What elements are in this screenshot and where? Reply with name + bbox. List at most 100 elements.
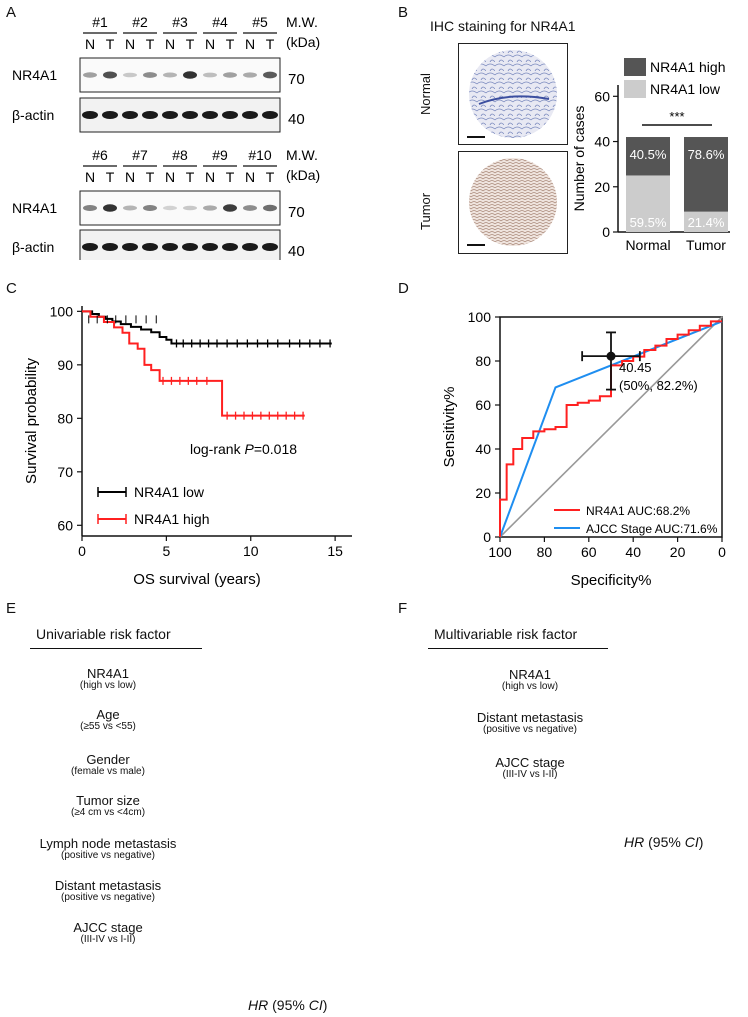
actin-band [222, 111, 238, 119]
actin-band [162, 243, 178, 251]
bar-low-tumor [684, 211, 728, 232]
tumor-lane-label: T [266, 169, 275, 185]
roc-y-tick-label: 60 [475, 397, 491, 413]
bar-y-tick-label: 60 [594, 88, 610, 104]
nr4a1-band [183, 71, 197, 79]
roc-x-axis-label: Specificity% [571, 572, 652, 589]
forest-row-label: Tumor size (≥4 cm vs <4cm) [8, 794, 208, 818]
lane-label-10: #10 [248, 147, 272, 163]
forest-row-label: AJCC stage (III-IV vs I-II) [430, 756, 630, 780]
forest-row-label: NR4A1 (high vs low) [8, 667, 208, 691]
forest-row-label: Distant metastasis (positive vs negative) [8, 879, 208, 903]
nr4a1-row-label: NR4A1 [12, 200, 57, 216]
km-y-tick-label: 80 [57, 410, 73, 426]
bar-y-tick-label: 20 [594, 179, 610, 195]
actin-row-label: β-actin [12, 107, 54, 123]
roc-y-tick-label: 20 [475, 485, 491, 501]
forest-row-sub: (high vs low) [79, 679, 137, 691]
univariable-title-underline [30, 648, 202, 649]
nr4a1-band [163, 72, 177, 78]
univariable-xlabel: HR (95% CI) [248, 997, 328, 1013]
tumor-lane-label: T [266, 36, 275, 52]
nr4a1-band [243, 205, 257, 211]
forest-row-sub: (high vs low) [501, 680, 559, 692]
forest-row-sub: (III-IV vs I-II) [80, 933, 136, 945]
tumor-lane-label: T [186, 36, 195, 52]
roc-x-tick-label: 20 [670, 544, 686, 560]
km-x-tick-label: 5 [162, 543, 170, 559]
bar-high-label: 78.6% [688, 147, 725, 162]
normal-lane-label: N [245, 36, 255, 52]
tumor-lane-label: T [106, 36, 115, 52]
legend-high-swatch [624, 58, 646, 76]
actin-band [82, 243, 98, 251]
legend-low-label: NR4A1 low [650, 81, 721, 97]
actin-band [122, 243, 138, 251]
roc-cutoff-value: 40.45 [619, 360, 652, 375]
forest-row-sub: (positive vs negative) [61, 849, 155, 861]
lane-label-8: #8 [172, 147, 188, 163]
actin-band [242, 111, 258, 119]
roc-x-tick-label: 0 [718, 544, 726, 560]
forest-row-label: Distant metastasis (positive vs negative) [430, 711, 630, 735]
km-logrank-annotation: log-rank P=0.018 [190, 441, 297, 457]
nr4a1-mw: 70 [288, 204, 305, 221]
panel-c-label: C [6, 280, 17, 297]
roc-x-tick-label: 100 [488, 544, 512, 560]
forest-row-label: Gender (female vs male) [8, 753, 208, 777]
roc-cutoff-point [606, 351, 616, 361]
nr4a1-band [123, 72, 137, 78]
roc-legend-ajcc-label: AJCC Stage AUC:71.6% [586, 522, 718, 536]
tumor-lane-label: T [226, 169, 235, 185]
roc-x-tick-label: 40 [625, 544, 641, 560]
bar-low-label: 59.5% [630, 215, 667, 230]
lane-label-2: #2 [132, 14, 148, 30]
western-blot-figure: #1N T#2N T#3N T#4N T#5N TM.W.(kDa)NR4A1 70β-ac… [12, 14, 320, 260]
tumor-lane-label: T [146, 169, 155, 185]
panel-e-label: E [6, 600, 17, 617]
mw-title: M.W. [286, 147, 318, 163]
km-y-tick-label: 60 [57, 517, 73, 533]
significance-marker: *** [669, 109, 684, 124]
bar-low-normal [626, 175, 670, 232]
forest-row-name: Gender [86, 752, 130, 767]
forest-row-name: NR4A1 [509, 667, 551, 682]
tumor-lane-label: T [186, 169, 195, 185]
nr4a1-band [143, 72, 157, 78]
actin-band [102, 243, 118, 251]
forest-row-sub: (female vs male) [71, 765, 145, 777]
nr4a1-band [223, 72, 237, 78]
km-y-tick-label: 70 [57, 464, 73, 480]
km-legend-low-label: NR4A1 low [134, 484, 205, 500]
forest-row-name: Age [96, 707, 120, 722]
lane-label-6: #6 [92, 147, 108, 163]
normal-lane-label: N [85, 36, 95, 52]
roc-x-tick-label: 80 [537, 544, 553, 560]
forest-row-label: NR4A1 (high vs low) [430, 668, 630, 692]
forest-row-label: Lymph node metastasis (positive vs negati… [8, 837, 208, 861]
forest-row-sub: (positive vs negative) [483, 723, 577, 735]
mw-title: M.W. [286, 14, 318, 30]
ihc-stacked-bar-chart: 0 20 40 60 Number of cases 40.5% 59.5% Normal 78… [571, 58, 730, 253]
bar-high-tumor [684, 137, 728, 212]
nr4a1-band [163, 205, 177, 211]
normal-lane-label: N [245, 169, 255, 185]
nr4a1-band [123, 205, 137, 211]
mw-unit: (kDa) [286, 34, 320, 50]
normal-lane-label: N [205, 36, 215, 52]
forest-row-sub: (III-IV vs I-II) [502, 768, 558, 780]
forest-row-label: AJCC stage (III-IV vs I-II) [8, 921, 208, 945]
nr4a1-band [203, 205, 217, 211]
actin-band [242, 243, 258, 251]
km-y-tick-label: 100 [50, 303, 74, 319]
mw-unit: (kDa) [286, 167, 320, 183]
normal-lane-label: N [205, 169, 215, 185]
panel-b-label: B [398, 4, 409, 21]
nr4a1-band [243, 72, 257, 78]
roc-y-tick-label: 80 [475, 353, 491, 369]
forest-row-name: Distant metastasis [54, 878, 162, 893]
bar-y-tick-label: 0 [602, 224, 610, 240]
bar-y-tick-label: 40 [594, 134, 610, 150]
tumor-lane-label: T [106, 169, 115, 185]
roc-legend-nr4a1-label: NR4A1 AUC:68.2% [586, 504, 690, 518]
